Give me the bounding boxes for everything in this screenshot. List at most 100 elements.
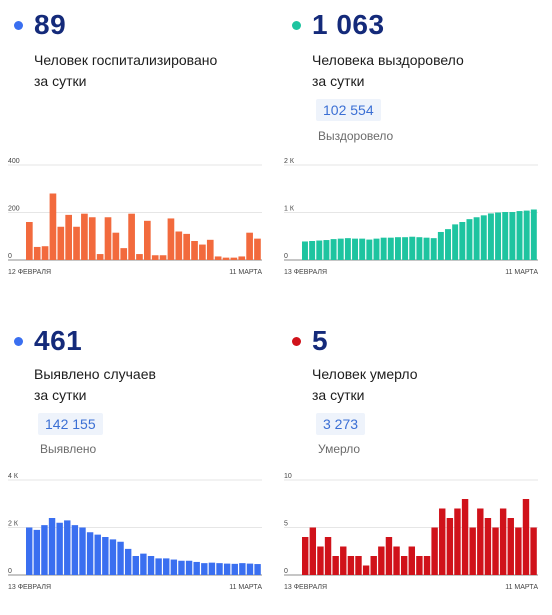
chart-bar <box>238 256 246 260</box>
chart-bar <box>254 238 261 261</box>
chart-bar <box>332 556 339 575</box>
chart-bar <box>378 546 385 575</box>
chart-bar <box>193 561 200 575</box>
chart-bar <box>437 231 444 260</box>
hospitalized-caption: Человек госпитализировано за сутки <box>34 50 217 92</box>
chart-bar <box>473 217 480 260</box>
chart-bar <box>344 238 351 260</box>
chart-bar <box>41 525 48 576</box>
chart-bar <box>102 537 109 575</box>
detected-count: 461 <box>34 325 83 356</box>
chart-bar <box>104 217 112 260</box>
x-start-label: 13 ФЕВРАЛЯ <box>284 269 327 276</box>
chart-bar <box>56 522 63 575</box>
died-total-badge: 3 273 <box>316 413 366 435</box>
chart-bar <box>216 563 223 576</box>
chart-bar <box>323 240 330 260</box>
died-caption-line2: за сутки <box>312 387 365 403</box>
chart-bar <box>132 556 139 575</box>
chart-bar <box>373 238 380 261</box>
chart-bar <box>41 246 49 260</box>
chart-bar <box>144 220 151 260</box>
chart-bar <box>124 548 132 576</box>
recovered-caption-line1: Человека выздоровело <box>312 52 464 68</box>
chart-bar <box>170 559 178 575</box>
chart-bar <box>81 213 88 260</box>
chart-bar <box>48 518 56 575</box>
chart-bar <box>26 527 33 575</box>
chart-bar <box>324 537 332 575</box>
chart-bar <box>49 193 57 260</box>
chart-bar <box>515 527 522 575</box>
chart-bar <box>223 563 231 575</box>
y-tick-label: 400 <box>8 158 20 165</box>
chart-bar <box>439 508 446 575</box>
chart-bar <box>33 529 41 576</box>
chart-bar <box>380 237 387 260</box>
y-tick-label: 4 К <box>8 473 19 480</box>
hospitalized-caption-line2: за сутки <box>34 73 87 89</box>
chart-bar <box>222 257 230 261</box>
chart-bar <box>178 560 185 575</box>
chart-bar <box>387 237 394 260</box>
chart-bar <box>86 532 94 575</box>
x-end-label: 11 МАРТА <box>505 584 538 591</box>
x-end-label: 11 МАРТА <box>229 584 262 591</box>
chart-bar <box>393 546 400 575</box>
chart-bar <box>423 237 430 260</box>
chart-bar <box>370 556 377 575</box>
chart-bar <box>175 231 183 260</box>
detected-chart: 4 К 2 К 0 13 ФЕВРАЛЯ 11 МАРТА <box>8 473 262 591</box>
hospitalized-card: 89 Человек госпитализировано за сутки <box>0 0 270 300</box>
chart-bar <box>330 239 337 260</box>
chart-bar <box>516 211 523 260</box>
hospitalized-indicator-dot <box>14 21 23 30</box>
chart-bar <box>73 226 80 260</box>
x-start-label: 13 ФЕВРАЛЯ <box>8 584 51 591</box>
chart-bar <box>352 238 359 261</box>
chart-bar <box>408 546 415 575</box>
died-card: 5 Человек умерло за сутки 3 273 Умерло <box>276 315 546 615</box>
detected-card: 461 Выявлено случаев за сутки 142 155 Вы… <box>0 315 270 615</box>
chart-bar <box>65 214 72 261</box>
recovered-chart: 2 К 1 К 0 13 ФЕВРАЛЯ 11 МАРТА <box>284 158 538 276</box>
chart-bar <box>309 527 317 575</box>
chart-bar <box>151 255 159 260</box>
chart-bar <box>509 212 516 260</box>
chart-bar <box>246 232 253 260</box>
chart-bar <box>230 257 238 261</box>
y-tick-label: 2 К <box>284 158 295 165</box>
chart-bar <box>88 217 96 260</box>
chart-bar <box>159 255 167 260</box>
chart-bar <box>120 248 128 261</box>
chart-bar <box>302 537 309 575</box>
y-tick-label: 0 <box>284 253 288 260</box>
chart-bar <box>469 527 476 575</box>
chart-bar <box>163 558 170 576</box>
y-tick-label: 1 К <box>284 206 295 213</box>
chart-bar <box>523 210 530 260</box>
chart-bar <box>340 546 347 575</box>
x-end-label: 11 МАРТА <box>505 269 538 276</box>
y-tick-label: 0 <box>284 568 288 575</box>
chart-bar <box>452 224 459 261</box>
chart-bar <box>530 527 537 575</box>
chart-bar <box>317 546 324 575</box>
chart-bar <box>191 241 198 260</box>
died-caption-line1: Человек умерло <box>312 366 418 382</box>
chart-bar <box>502 212 509 260</box>
chart-bar <box>445 229 451 261</box>
chart-bar <box>402 237 409 260</box>
chart-bar <box>461 499 469 575</box>
hospitalized-count: 89 <box>34 9 67 40</box>
chart-bar <box>136 254 143 260</box>
chart-bar <box>409 236 416 260</box>
chart-bar <box>347 556 355 575</box>
detected-indicator-dot <box>14 337 23 346</box>
chart-bar <box>480 215 487 260</box>
y-tick-label: 0 <box>8 568 12 575</box>
chart-bar <box>423 556 431 575</box>
chart-bar <box>459 222 466 260</box>
chart-bar <box>64 520 71 575</box>
y-tick-label: 0 <box>8 253 12 260</box>
